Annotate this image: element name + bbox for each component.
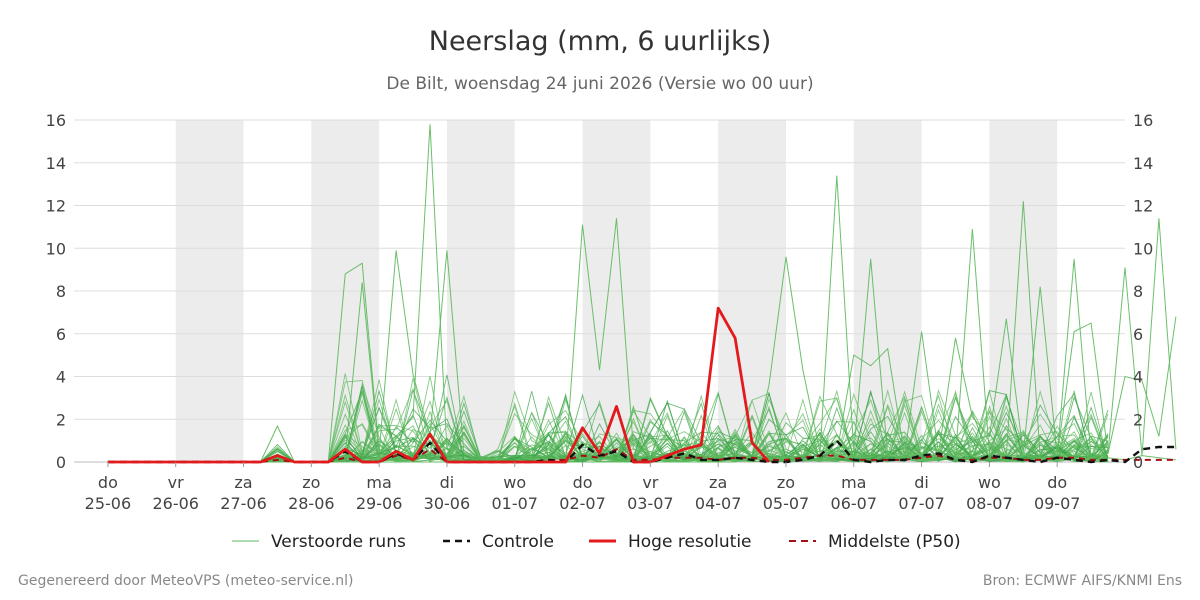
- y-tick-left-0: 0: [56, 453, 66, 472]
- x-tick-date-07-07: 07-07: [898, 494, 945, 513]
- y-tick-right-12: 12: [1133, 197, 1153, 216]
- x-tick-day-09-07: do: [1047, 473, 1067, 492]
- y-tick-right-16: 16: [1133, 111, 1153, 130]
- x-tick-date-25-06: 25-06: [85, 494, 132, 513]
- y-tick-left-6: 6: [56, 325, 66, 344]
- x-tick-date-06-07: 06-07: [831, 494, 878, 513]
- legend-label-hoge-resolutie: Hoge resolutie: [628, 532, 752, 552]
- y-tick-right-0: 0: [1133, 453, 1143, 472]
- x-tick-day-01-07: wo: [503, 473, 526, 492]
- x-tick-day-30-06: di: [440, 473, 455, 492]
- x-tick-date-01-07: 01-07: [491, 494, 538, 513]
- y-tick-right-2: 2: [1133, 410, 1143, 429]
- x-tick-date-29-06: 29-06: [356, 494, 403, 513]
- x-tick-day-26-06: vr: [168, 473, 184, 492]
- x-tick-date-26-06: 26-06: [152, 494, 199, 513]
- x-tick-day-25-06: do: [98, 473, 118, 492]
- x-tick-date-09-07: 09-07: [1034, 494, 1081, 513]
- x-tick-day-28-06: zo: [302, 473, 320, 492]
- x-tick-date-04-07: 04-07: [695, 494, 742, 513]
- y-tick-right-4: 4: [1133, 368, 1143, 387]
- series-line-hoge-resolutie: [107, 306, 771, 464]
- legend-label-controle: Controle: [482, 532, 554, 552]
- x-tick-date-27-06: 27-06: [220, 494, 267, 513]
- x-tick-day-04-07: za: [709, 473, 727, 492]
- x-tick-day-08-07: wo: [978, 473, 1001, 492]
- legend-label-middelste-p50: Middelste (P50): [828, 532, 961, 552]
- y-tick-left-12: 12: [46, 197, 66, 216]
- x-tick-day-07-07: di: [914, 473, 929, 492]
- y-tick-right-10: 10: [1133, 239, 1153, 258]
- y-axis-left: 0 2 4 6 8 10 12 14 16: [46, 111, 66, 472]
- y-tick-right-14: 14: [1133, 154, 1153, 173]
- y-tick-left-16: 16: [46, 111, 66, 130]
- footer-source: Bron: ECMWF AIFS/KNMI Ens: [983, 573, 1182, 589]
- y-tick-right-8: 8: [1133, 282, 1143, 301]
- x-tick-date-30-06: 30-06: [424, 494, 471, 513]
- x-tick-day-05-07: zo: [777, 473, 795, 492]
- x-tick-day-27-06: za: [234, 473, 252, 492]
- y-axis-right: 0 2 4 6 8 10 12 14 16: [1133, 111, 1153, 472]
- chart-subtitle: De Bilt, woensdag 24 juni 2026 (Versie w…: [386, 74, 813, 94]
- y-tick-left-8: 8: [56, 282, 66, 301]
- series-line-controle: [107, 439, 1176, 464]
- x-tick-date-03-07: 03-07: [627, 494, 674, 513]
- y-tick-left-10: 10: [46, 239, 66, 258]
- chart-title: Neerslag (mm, 6 uurlijks): [429, 26, 771, 57]
- x-tick-day-02-07: do: [573, 473, 593, 492]
- y-tick-left-14: 14: [46, 154, 66, 173]
- ensemble-member-line: [107, 395, 1109, 463]
- y-tick-left-2: 2: [56, 410, 66, 429]
- legend: Verstoorde runs Controle Hoge resolutie Mid…: [232, 532, 961, 552]
- series-line-middelste-p50: [107, 448, 1176, 463]
- x-tick-day-03-07: vr: [642, 473, 658, 492]
- y-tick-right-6: 6: [1133, 325, 1143, 344]
- x-axis: do 25-06 vr 26-06 za 27-06 zo 28-06 ma 29-06 di 30-…: [85, 462, 1081, 513]
- x-tick-date-08-07: 08-07: [966, 494, 1013, 513]
- x-tick-day-06-07: ma: [841, 473, 866, 492]
- legend-label-verstoorde-runs: Verstoorde runs: [271, 532, 406, 552]
- main-series-lines: [107, 306, 1176, 464]
- x-tick-date-02-07: 02-07: [559, 494, 606, 513]
- x-tick-date-05-07: 05-07: [763, 494, 810, 513]
- footer-generated-by: Gegenereerd door MeteoVPS (meteo-service…: [18, 573, 353, 589]
- x-tick-day-29-06: ma: [366, 473, 391, 492]
- ensemble-member-line: [107, 378, 1109, 463]
- y-tick-left-4: 4: [56, 368, 66, 387]
- x-tick-date-28-06: 28-06: [288, 494, 335, 513]
